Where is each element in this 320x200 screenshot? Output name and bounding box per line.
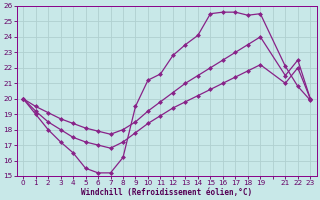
X-axis label: Windchill (Refroidissement éolien,°C): Windchill (Refroidissement éolien,°C) [81,188,252,197]
